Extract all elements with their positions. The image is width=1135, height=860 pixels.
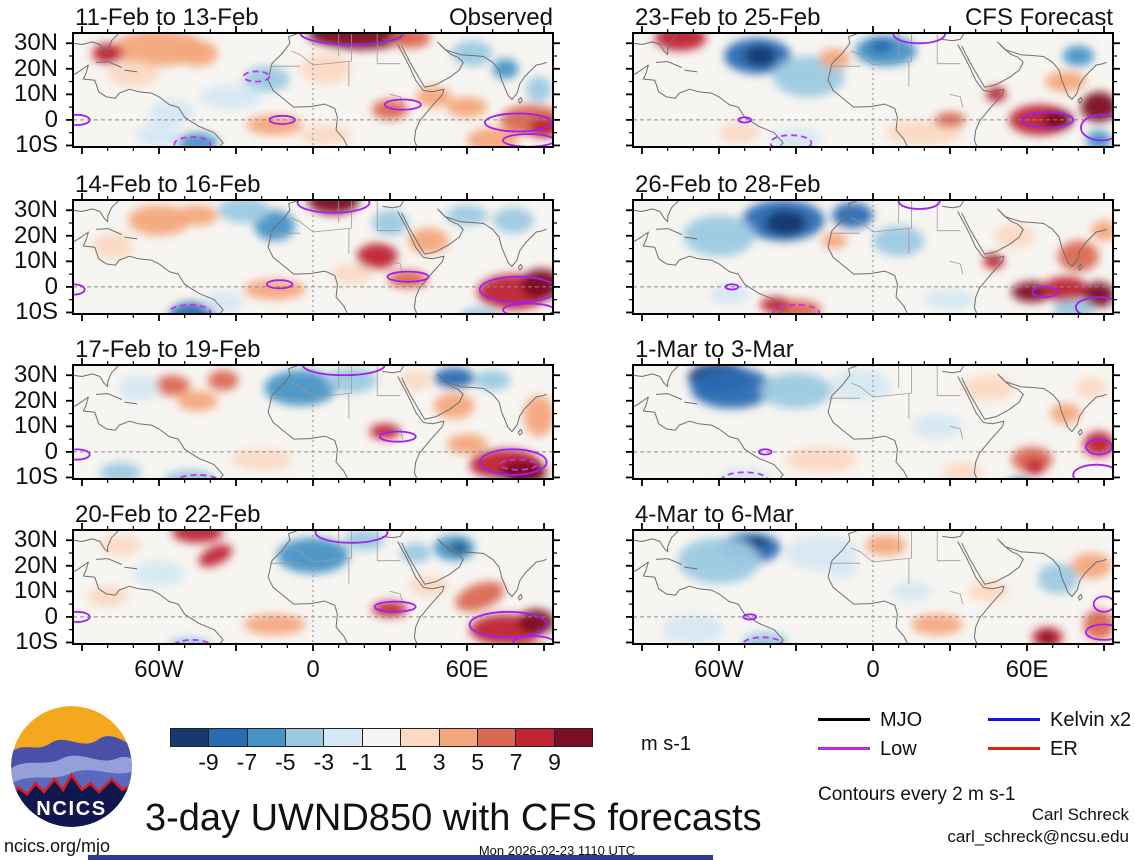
- panel-subtitle: Observed: [448, 4, 553, 31]
- colorbar-cell: [439, 729, 478, 746]
- panel-title: 4-Mar to 6-Mar: [635, 501, 794, 528]
- colorbar-tick-label: 9: [548, 749, 561, 775]
- panel-title: 23-Feb to 25-Feb: [635, 4, 821, 31]
- colorbar-cell: [209, 729, 248, 746]
- y-axis-label: 0: [44, 105, 58, 133]
- colorbar-cell: [362, 729, 402, 746]
- panel-map-0: [66, 26, 560, 154]
- x-axis-label: 0: [866, 656, 880, 683]
- x-axis-label: 60W: [694, 656, 744, 683]
- colorbar-tick-label: -7: [236, 749, 258, 775]
- y-axis-label: 10N: [13, 412, 58, 440]
- panel-title: 11-Feb to 13-Feb: [75, 4, 259, 31]
- panel-map-5: [626, 358, 1120, 486]
- panel-title: 26-Feb to 28-Feb: [635, 171, 821, 198]
- panel-subtitle: CFS Forecast: [964, 4, 1113, 31]
- y-axis-label: 20N: [13, 221, 58, 249]
- logo-red-ridgeline: [11, 772, 132, 798]
- colorbar-tick-label: 1: [394, 749, 408, 775]
- author-email: carl_schreck@ncsu.edu: [947, 827, 1129, 846]
- y-axis-label: 30N: [13, 196, 58, 224]
- colorbar-cell: [324, 729, 363, 746]
- y-axis-label: 10N: [13, 577, 58, 605]
- colorbar-units-label: m s-1: [641, 733, 691, 755]
- x-axis-label: 0: [306, 656, 320, 683]
- y-axis-label: 10S: [15, 298, 58, 326]
- y-axis-label: 10S: [15, 628, 58, 656]
- y-axis-label: 10S: [15, 463, 58, 491]
- y-axis-label: 0: [44, 602, 58, 630]
- panel-map-1: [626, 26, 1120, 154]
- panel-map-3: [626, 193, 1120, 321]
- footer-bar: [88, 855, 713, 860]
- colorbar-cell: [401, 729, 440, 746]
- legend-label: Low: [880, 738, 917, 760]
- y-axis-label: 10S: [15, 131, 58, 159]
- colorbar-cell: [286, 729, 325, 746]
- colorbar: [170, 728, 593, 747]
- y-axis-label: 10N: [13, 247, 58, 275]
- legend-label: ER: [1050, 738, 1078, 760]
- colorbar-tick-label: 7: [509, 749, 523, 775]
- panel-map-6: [66, 523, 560, 651]
- x-axis-label: 60W: [134, 656, 184, 683]
- x-axis-label: 60E: [1005, 656, 1049, 683]
- legend-line-swatch: [988, 747, 1040, 750]
- colorbar-tick-label: 5: [471, 749, 485, 775]
- panel-map-2: [66, 193, 560, 321]
- y-axis-label: 30N: [13, 361, 58, 389]
- colorbar-tick-label: -1: [352, 749, 373, 775]
- panel-map-7: [626, 523, 1120, 651]
- colorbar-cell: [516, 729, 555, 746]
- colorbar-cell: [171, 729, 210, 746]
- panel-title: 14-Feb to 16-Feb: [75, 171, 261, 198]
- timestamp: Mon 2026-02-23 1110 UTC: [478, 843, 636, 858]
- y-axis-label: 30N: [13, 29, 58, 57]
- legend-line-swatch: [818, 747, 870, 750]
- colorbar-tick-label: -3: [313, 749, 335, 775]
- colorbar-cell: [247, 729, 287, 746]
- panel-title: 1-Mar to 3-Mar: [635, 336, 794, 363]
- logo-text: NCICS: [36, 798, 106, 820]
- contour-interval-note: Contours every 2 m s-1: [818, 784, 1016, 805]
- y-axis-label: 0: [44, 272, 58, 300]
- y-axis-label: 20N: [13, 386, 58, 414]
- colorbar-tick-label: -9: [198, 749, 219, 775]
- ncics-logo: NCICS: [11, 706, 132, 827]
- legend-line-swatch: [818, 718, 870, 721]
- plot-title: 3-day UWND850 with CFS forecasts: [145, 797, 762, 839]
- y-axis-label: 0: [44, 437, 58, 465]
- site-link[interactable]: ncics.org/mjo: [4, 836, 111, 856]
- x-axis-label: 60E: [445, 656, 489, 683]
- colorbar-cell: [477, 729, 517, 746]
- author-name: Carl Schreck: [1031, 805, 1129, 824]
- colorbar-cell: [554, 729, 592, 746]
- colorbar-tick-label: 3: [432, 749, 446, 775]
- panel-title: 20-Feb to 22-Feb: [75, 501, 261, 528]
- panel-title: 17-Feb to 19-Feb: [75, 336, 261, 363]
- panel-map-4: [66, 358, 560, 486]
- legend-label: Kelvin x2: [1050, 709, 1132, 731]
- y-axis-label: 30N: [13, 526, 58, 554]
- colorbar-tick-label: -5: [275, 749, 296, 775]
- y-axis-label: 20N: [13, 54, 58, 82]
- y-axis-label: 20N: [13, 551, 58, 579]
- legend-label: MJO: [880, 709, 923, 731]
- legend-line-swatch: [988, 718, 1040, 721]
- y-axis-label: 10N: [13, 80, 58, 108]
